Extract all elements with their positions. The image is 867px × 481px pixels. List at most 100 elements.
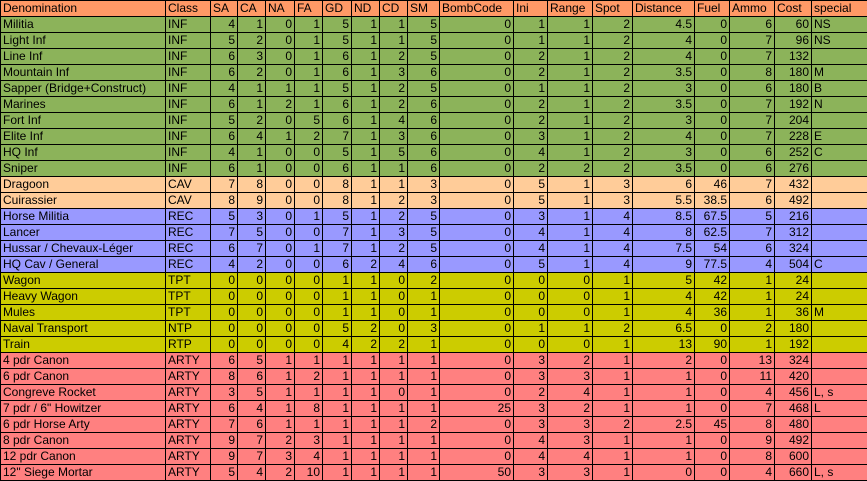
table-cell[interactable]: 6 [322, 64, 352, 81]
table-cell[interactable]: 2 [513, 384, 548, 401]
table-cell[interactable]: 2 [379, 96, 408, 113]
table-cell[interactable]: 492 [774, 192, 812, 209]
table-cell[interactable]: 4 [294, 448, 323, 465]
column-header[interactable]: Ammo [729, 0, 775, 17]
table-cell[interactable]: 2 [407, 272, 440, 289]
table-cell[interactable]: 62.5 [694, 224, 730, 241]
column-header[interactable]: special [811, 0, 867, 17]
table-cell[interactable]: 0 [265, 144, 295, 161]
table-cell[interactable]: 228 [774, 128, 812, 145]
table-cell[interactable]: Militia [0, 16, 166, 33]
table-cell[interactable]: 1 [592, 352, 633, 369]
table-cell[interactable]: 216 [774, 208, 812, 225]
table-cell[interactable]: 2 [592, 32, 633, 49]
table-cell[interactable]: 432 [774, 176, 812, 193]
table-cell[interactable]: 1 [294, 352, 323, 369]
table-cell[interactable]: 45 [694, 416, 730, 433]
column-header[interactable]: Fuel [694, 0, 730, 17]
table-cell[interactable]: REC [165, 224, 211, 241]
table-cell[interactable]: 0 [294, 144, 323, 161]
table-cell[interactable]: 25 [439, 400, 514, 417]
table-cell[interactable]: 0 [265, 48, 295, 65]
table-cell[interactable]: ARTY [165, 368, 211, 385]
table-cell[interactable]: 7 [210, 224, 238, 241]
table-cell[interactable]: M [811, 304, 867, 321]
table-cell[interactable]: 4 [210, 16, 238, 33]
table-cell[interactable]: 3.5 [632, 96, 695, 113]
table-cell[interactable]: 5 [322, 80, 352, 97]
table-cell[interactable]: 5 [322, 16, 352, 33]
table-cell[interactable]: 0 [547, 272, 593, 289]
table-cell[interactable]: 3 [407, 192, 440, 209]
table-cell[interactable]: 1 [592, 432, 633, 449]
table-cell[interactable]: 1 [351, 384, 380, 401]
table-cell[interactable]: 5 [210, 464, 238, 481]
table-cell[interactable]: 8 [210, 368, 238, 385]
table-cell[interactable]: 12" Siege Mortar [0, 464, 166, 481]
table-cell[interactable]: 0 [439, 448, 514, 465]
table-cell[interactable]: 1 [592, 400, 633, 417]
table-cell[interactable]: 0 [439, 432, 514, 449]
table-cell[interactable]: ARTY [165, 432, 211, 449]
table-cell[interactable]: 2 [237, 32, 266, 49]
table-cell[interactable]: 5 [379, 144, 408, 161]
table-cell[interactable]: 2 [379, 80, 408, 97]
table-cell[interactable]: 2 [379, 208, 408, 225]
table-cell[interactable]: 9 [237, 192, 266, 209]
table-cell[interactable]: 1 [379, 32, 408, 49]
table-cell[interactable]: 3 [513, 464, 548, 481]
table-cell[interactable]: 2 [379, 192, 408, 209]
table-cell[interactable]: 0 [694, 352, 730, 369]
table-cell[interactable]: 492 [774, 432, 812, 449]
table-cell[interactable] [811, 336, 867, 353]
table-cell[interactable]: 4 pdr Canon [0, 352, 166, 369]
table-cell[interactable]: 5 [513, 192, 548, 209]
table-cell[interactable]: 1 [351, 96, 380, 113]
table-cell[interactable]: 0 [237, 288, 266, 305]
table-cell[interactable] [811, 160, 867, 177]
table-cell[interactable]: 1 [407, 464, 440, 481]
table-cell[interactable]: 3 [513, 128, 548, 145]
table-cell[interactable]: 0 [294, 288, 323, 305]
table-cell[interactable]: L [811, 400, 867, 417]
table-cell[interactable]: 6 [210, 64, 238, 81]
column-header[interactable]: Range [547, 0, 593, 17]
table-cell[interactable]: 8 [632, 224, 695, 241]
table-cell[interactable]: 0 [265, 304, 295, 321]
table-cell[interactable]: 5 [210, 208, 238, 225]
column-header[interactable]: Ini [513, 0, 548, 17]
table-cell[interactable]: 0 [439, 208, 514, 225]
column-header[interactable]: Cost [774, 0, 812, 17]
table-cell[interactable]: 1 [351, 48, 380, 65]
table-cell[interactable]: 1 [351, 448, 380, 465]
table-cell[interactable]: 7 [729, 224, 775, 241]
table-cell[interactable]: 0 [379, 304, 408, 321]
table-cell[interactable]: 1 [265, 400, 295, 417]
table-cell[interactable]: 2 [592, 96, 633, 113]
table-cell[interactable]: 3 [265, 448, 295, 465]
table-cell[interactable]: 2 [592, 80, 633, 97]
table-cell[interactable]: 0 [265, 320, 295, 337]
table-cell[interactable]: 1 [322, 416, 352, 433]
table-cell[interactable]: 3 [632, 144, 695, 161]
table-cell[interactable]: 180 [774, 80, 812, 97]
table-cell[interactable]: 0 [439, 240, 514, 257]
table-cell[interactable]: 5 [322, 32, 352, 49]
table-cell[interactable]: 6 [729, 144, 775, 161]
table-cell[interactable]: 1 [294, 208, 323, 225]
table-cell[interactable]: 1 [351, 272, 380, 289]
column-header[interactable]: Class [165, 0, 211, 17]
table-cell[interactable]: 0 [439, 160, 514, 177]
table-cell[interactable]: 6 [322, 48, 352, 65]
table-cell[interactable]: 1 [294, 96, 323, 113]
table-cell[interactable]: 4 [592, 240, 633, 257]
table-cell[interactable]: Horse Militia [0, 208, 166, 225]
table-cell[interactable]: 0 [439, 32, 514, 49]
table-cell[interactable]: 2 [265, 96, 295, 113]
table-cell[interactable]: 5.5 [632, 192, 695, 209]
table-cell[interactable]: 1 [351, 128, 380, 145]
table-cell[interactable]: 1 [322, 448, 352, 465]
table-cell[interactable]: 0 [294, 160, 323, 177]
table-cell[interactable]: 0 [237, 272, 266, 289]
table-cell[interactable]: 324 [774, 240, 812, 257]
